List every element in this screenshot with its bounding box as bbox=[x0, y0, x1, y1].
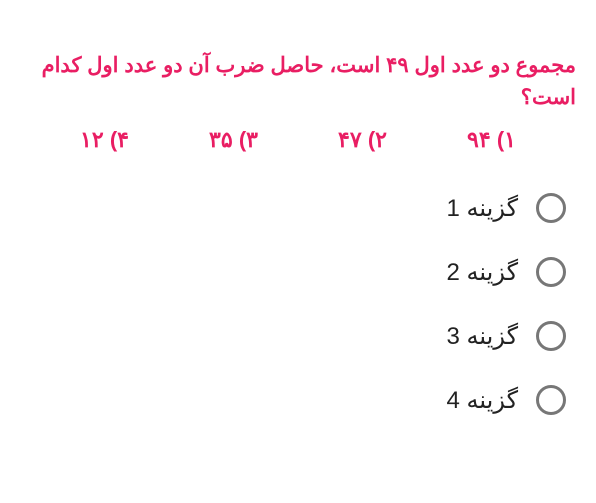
inline-choices-row: ۴) ۱۲ ۳) ۳۵ ۲) ۴۷ ۱) ۹۴ bbox=[20, 127, 576, 153]
option-label: گزینه 2 bbox=[447, 258, 518, 287]
option-label: گزینه 1 bbox=[447, 194, 518, 223]
option-label: گزینه 4 bbox=[447, 386, 518, 415]
option-row-4[interactable]: گزینه 4 bbox=[0, 385, 566, 415]
radio-icon[interactable] bbox=[536, 321, 566, 351]
option-row-2[interactable]: گزینه 2 bbox=[0, 257, 566, 287]
inline-choice-4: ۴) ۱۲ bbox=[80, 127, 129, 153]
option-label: گزینه 3 bbox=[447, 322, 518, 351]
question-area: مجموع دو عدد اول ۴۹ است، حاصل ضرب آن دو … bbox=[0, 0, 596, 153]
choice-marker: ۱) bbox=[497, 127, 516, 152]
choice-value: ۴۷ bbox=[338, 127, 362, 152]
inline-choice-1: ۱) ۹۴ bbox=[467, 127, 516, 153]
choice-value: ۱۲ bbox=[80, 127, 104, 152]
option-row-3[interactable]: گزینه 3 bbox=[0, 321, 566, 351]
options-area: گزینه 1 گزینه 2 گزینه 3 گزینه 4 bbox=[0, 193, 596, 415]
question-text: مجموع دو عدد اول ۴۹ است، حاصل ضرب آن دو … bbox=[20, 50, 576, 113]
radio-icon[interactable] bbox=[536, 385, 566, 415]
inline-choice-2: ۲) ۴۷ bbox=[338, 127, 387, 153]
choice-marker: ۳) bbox=[239, 127, 258, 152]
radio-icon[interactable] bbox=[536, 193, 566, 223]
option-row-1[interactable]: گزینه 1 bbox=[0, 193, 566, 223]
radio-icon[interactable] bbox=[536, 257, 566, 287]
choice-marker: ۴) bbox=[110, 127, 129, 152]
choice-marker: ۲) bbox=[368, 127, 387, 152]
choice-value: ۹۴ bbox=[467, 127, 491, 152]
inline-choice-3: ۳) ۳۵ bbox=[209, 127, 258, 153]
choice-value: ۳۵ bbox=[209, 127, 233, 152]
